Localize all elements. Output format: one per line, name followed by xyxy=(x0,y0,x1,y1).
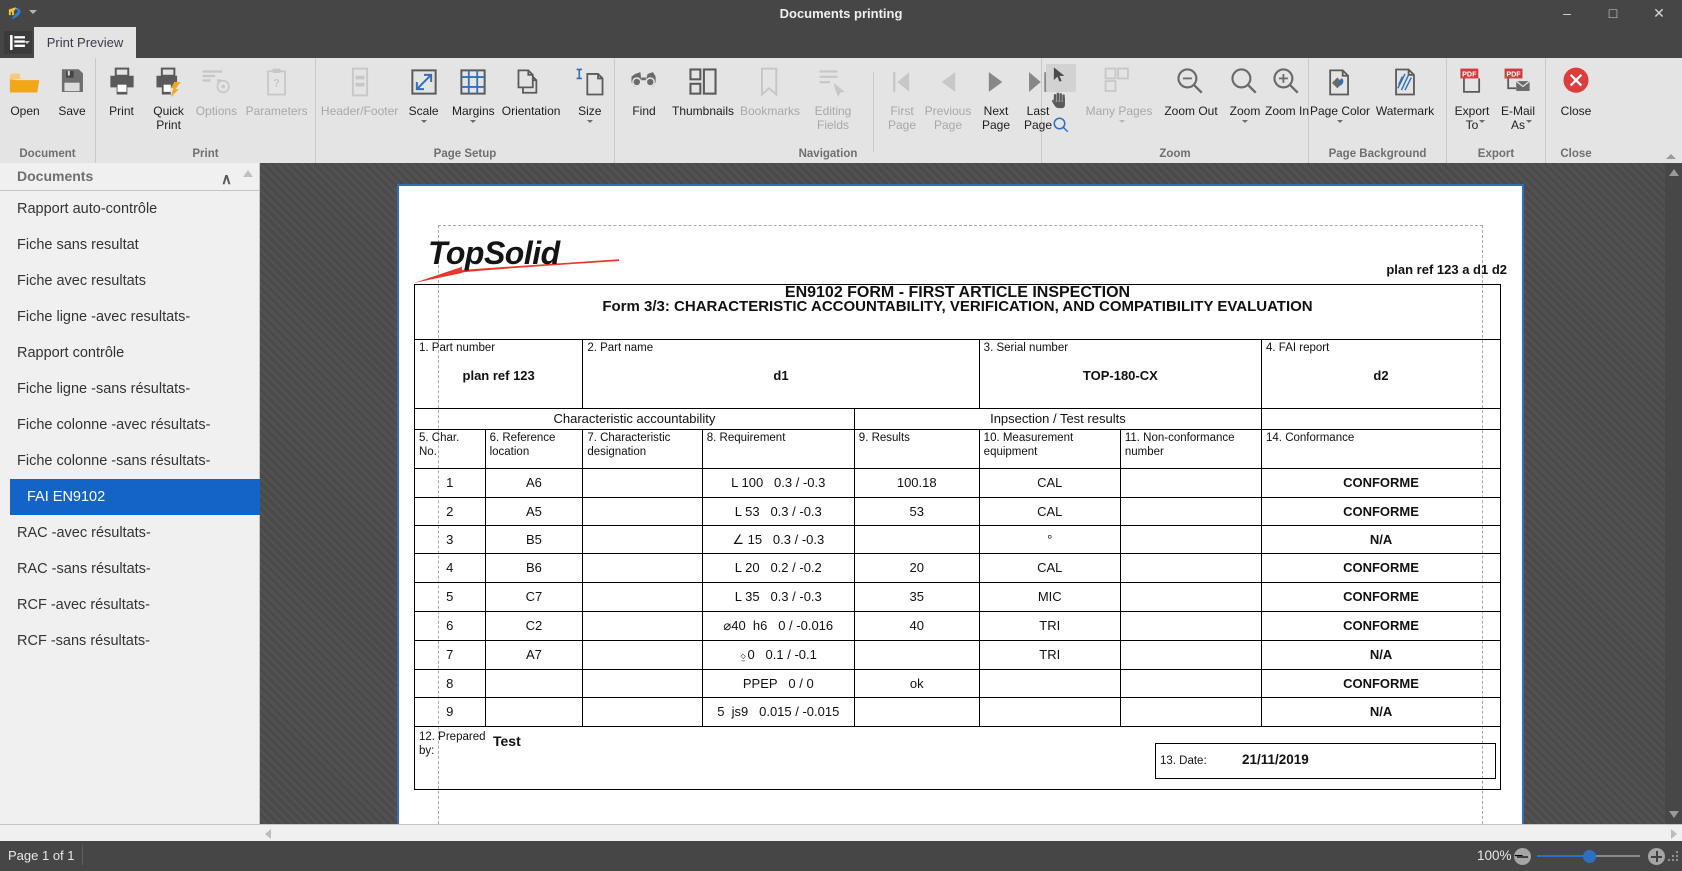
svg-text:?: ? xyxy=(273,77,280,89)
svg-text:TopSolid: TopSolid xyxy=(428,235,562,271)
svg-text:PDF: PDF xyxy=(1462,71,1477,79)
svg-text:PDF: PDF xyxy=(1506,71,1521,79)
